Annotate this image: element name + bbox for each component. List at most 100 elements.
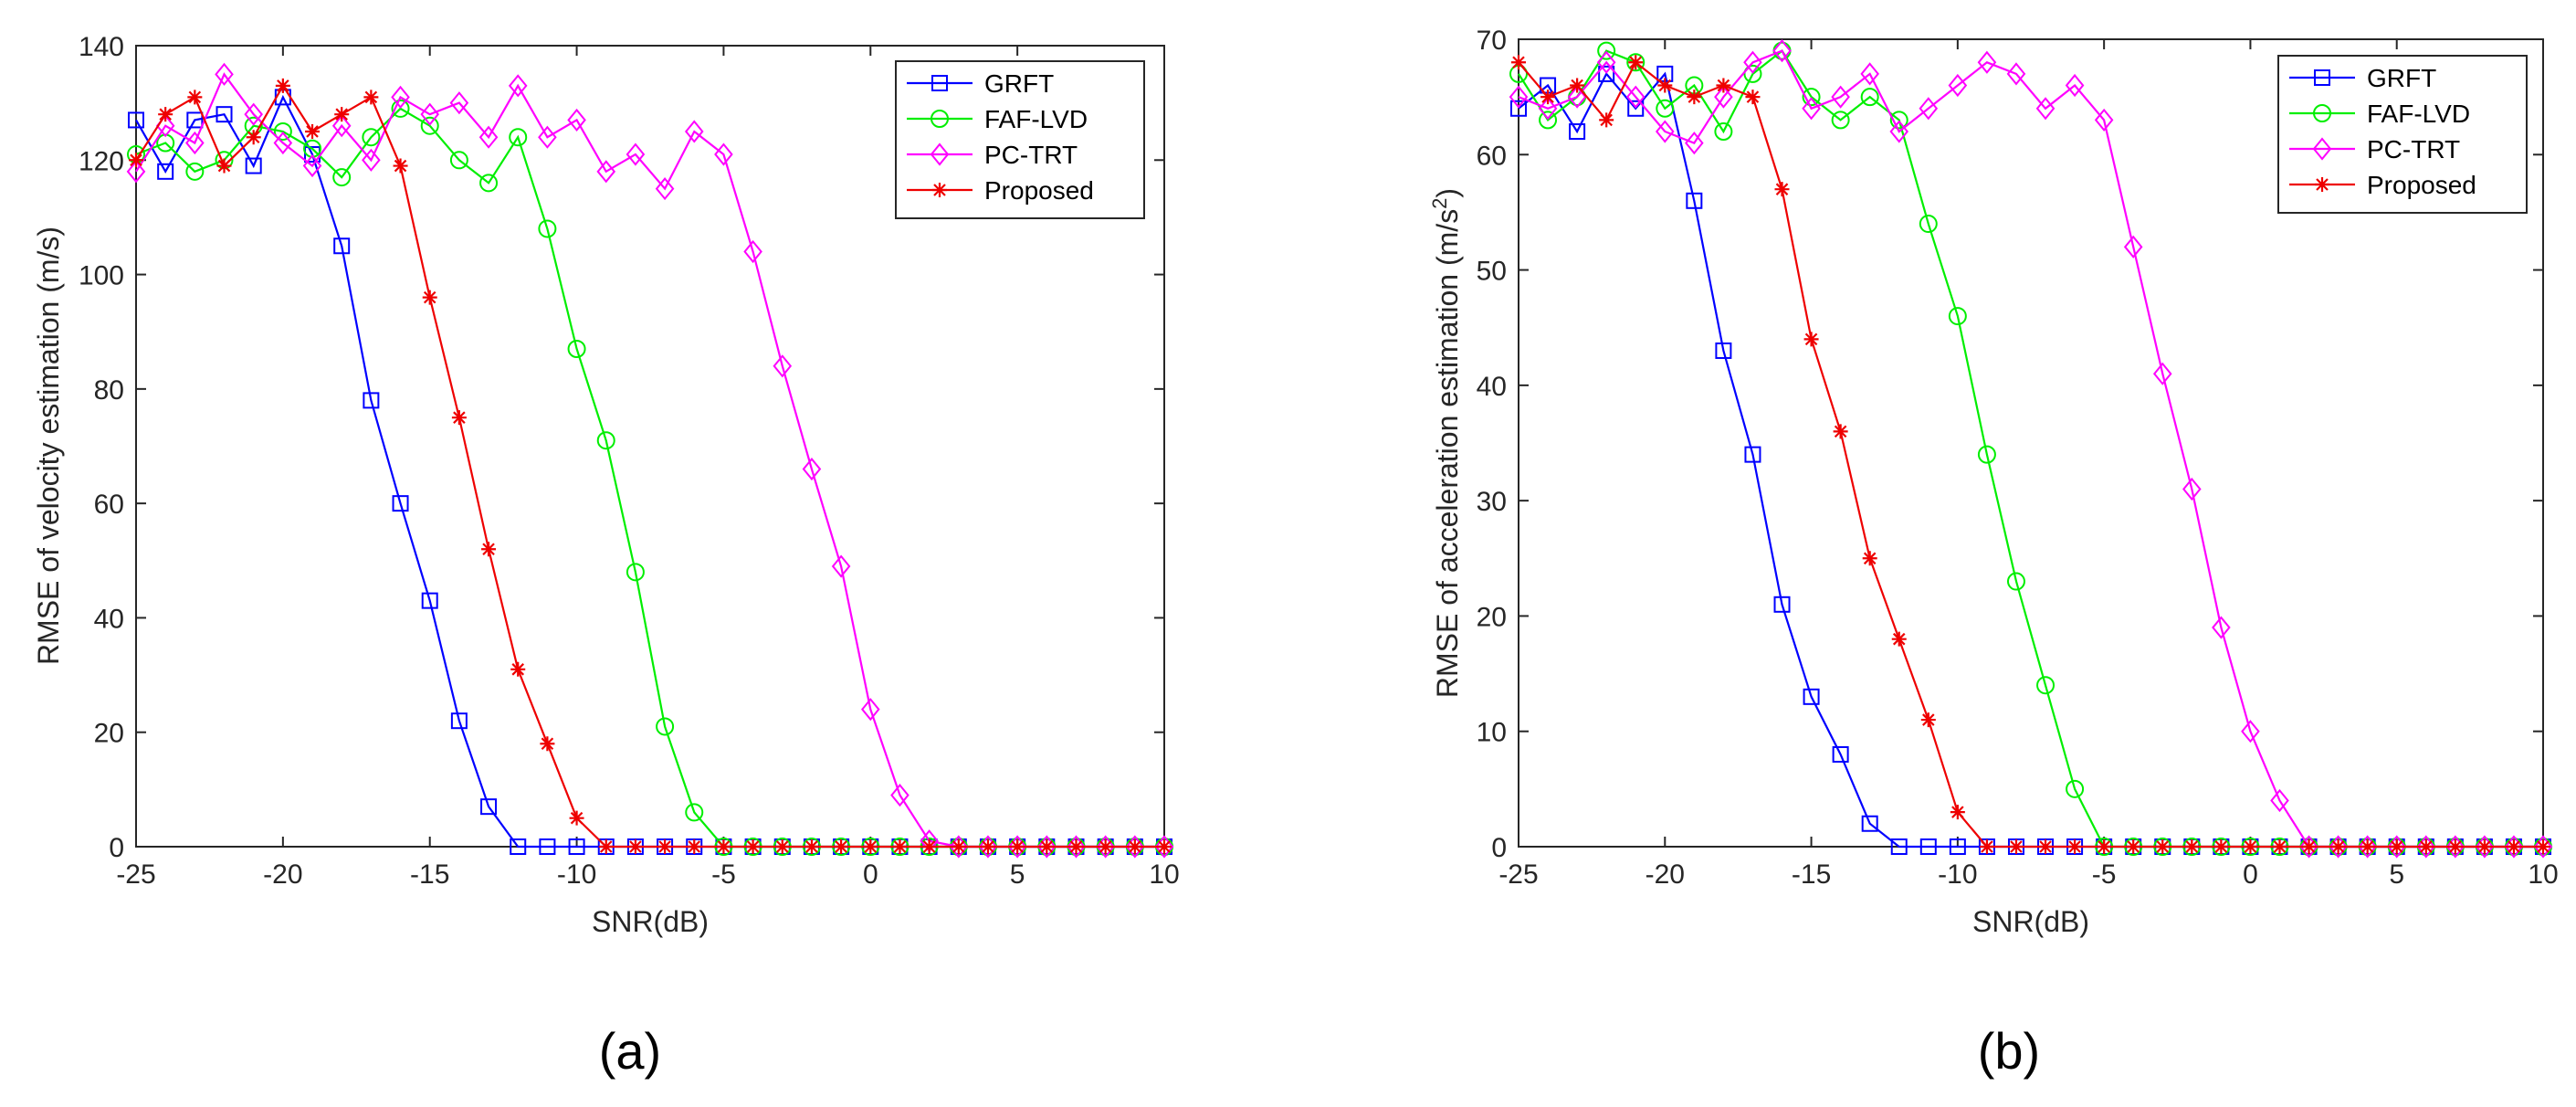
data-point [362,148,381,172]
x-tick-label: -10 [1938,859,1977,890]
data-point [2504,835,2524,859]
legend-label: PC-TRT [984,141,1078,169]
data-point [1511,55,1526,70]
legend-b: GRFT FAF-LVD PC-TRT Proposed [2277,55,2528,214]
data-point [273,121,292,141]
data-point [1889,120,1909,143]
data-point [2536,839,2550,854]
data-point [1569,123,1586,141]
data-point [245,157,262,174]
data-point [1039,839,1055,854]
legend-a: GRFT FAF-LVD PC-TRT Proposed [895,60,1145,219]
data-point [2329,835,2348,859]
data-point [1745,90,1761,105]
data-point [2035,97,2056,121]
data-point [1687,90,1702,105]
data-point [185,162,205,181]
data-point [1625,85,1645,109]
data-point [1598,65,1615,82]
data-point [363,392,380,409]
data-point [1832,745,1849,763]
data-point [481,542,497,557]
data-point [449,151,468,170]
data-point [2213,839,2229,854]
data-point [567,340,586,359]
data-point [391,85,410,109]
data-point [1714,122,1733,142]
legend-label: PC-TRT [2367,135,2460,163]
data-point [596,160,616,184]
data-point [1010,839,1025,854]
y-tick-label: 70 [1477,26,1507,56]
x-tick-label: -20 [263,859,302,890]
x-axis-label-a: SNR(dB) [592,905,709,938]
data-point [1949,838,1966,855]
data-point [834,839,849,854]
series-proposed-a [129,78,1172,854]
data-point [656,717,675,736]
data-point [1977,445,1996,464]
data-point [1803,332,1819,347]
data-point [478,125,499,149]
x-tick-label: 5 [1010,859,1025,890]
data-point [392,495,409,512]
data-point [332,168,352,187]
legend-marker [932,183,947,197]
data-point [773,354,793,378]
legend-marker [930,142,950,166]
data-point [1860,62,1879,86]
data-point [1596,50,1616,74]
data-point [1891,631,1907,647]
data-point [626,142,646,166]
data-point [246,130,261,145]
y-axis-label-a: RMSE of velocity estimation (m/s) [32,227,65,665]
data-point [2067,839,2083,854]
series-layer-a [126,62,1174,859]
data-point [216,158,232,174]
data-point [1890,838,1908,855]
data-point [1627,100,1645,117]
data-point [2094,108,2114,132]
data-point [2416,835,2436,859]
data-point [157,163,174,180]
legend-label: FAF-LVD [984,105,1088,133]
data-point [980,839,995,854]
data-point [567,108,586,132]
data-point [2065,73,2085,98]
data-point [1626,53,1645,72]
data-point [1714,85,1733,109]
data-point [1685,132,1704,155]
data-point [273,131,293,155]
data-point [420,116,439,135]
y-tick-label: 60 [1477,141,1507,171]
y-axis-label-b: RMSE of acceleration estimation (m/s2) [1428,188,1465,698]
data-point [2272,839,2287,854]
data-point [2241,720,2260,743]
data-point [1509,85,1529,109]
data-point [1743,50,1762,74]
data-point [450,712,468,730]
data-point [480,798,498,816]
data-point [2475,835,2495,859]
data-point [568,838,585,855]
data-point [1831,85,1850,109]
data-point [2389,839,2404,854]
data-point [129,153,143,168]
x-tick-label: 0 [863,859,878,890]
data-point [510,838,527,855]
y-tick-label: 0 [109,833,124,863]
data-point [1567,85,1587,109]
data-point [1068,839,1084,854]
y-tick-label: 40 [1477,372,1507,402]
data-point [626,563,645,582]
data-point [215,62,234,86]
x-tick-label: -25 [116,859,155,890]
data-point [186,111,204,129]
data-point [569,810,584,826]
y-tick-label: 140 [79,32,124,62]
y-tick-label: 60 [94,490,124,520]
data-point [2418,839,2434,854]
legend-marker [931,75,948,91]
data-point [1889,111,1908,130]
